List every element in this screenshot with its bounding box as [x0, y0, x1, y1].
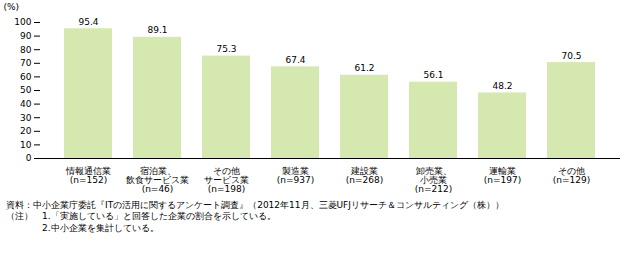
- svg-text:製造業(n=937): 製造業(n=937): [277, 166, 314, 185]
- svg-text:0: 0: [26, 153, 32, 163]
- svg-text:80: 80: [20, 45, 32, 55]
- svg-text:100: 100: [14, 17, 31, 27]
- svg-text:40: 40: [20, 99, 32, 109]
- svg-text:宿泊業、飲食サービス業(n=46): 宿泊業、飲食サービス業(n=46): [126, 166, 189, 194]
- svg-text:その他サービス業(n=198): その他サービス業(n=198): [204, 166, 249, 194]
- svg-text:67.4: 67.4: [285, 55, 305, 65]
- html-text:2.中小企業を集計している。: 2.中小企業を集計している。: [6, 222, 159, 233]
- svg-text:48.2: 48.2: [492, 81, 512, 91]
- svg-text:50: 50: [20, 85, 32, 95]
- svg-text:その他(n=129): その他(n=129): [553, 166, 590, 185]
- svg-text:運輸業(n=197): 運輸業(n=197): [484, 166, 521, 185]
- svg-text:情報通信業(n=152): 情報通信業(n=152): [65, 166, 111, 185]
- svg-text:20: 20: [20, 126, 32, 136]
- html-text:（注） 1.「実施している」と回答した企業の割合を示している: （注） 1.「実施している」と回答した企業の割合を示している。: [6, 211, 276, 222]
- svg-text:70: 70: [20, 58, 32, 68]
- svg-text:10: 10: [20, 140, 32, 150]
- svg-text:70.5: 70.5: [561, 51, 581, 61]
- svg-text:卸売業、小売業(n=212): 卸売業、小売業(n=212): [415, 166, 452, 194]
- svg-text:61.2: 61.2: [354, 63, 374, 73]
- svg-text:56.1: 56.1: [423, 70, 443, 80]
- svg-text:95.4: 95.4: [78, 17, 98, 27]
- svg-text:建設業(n=268): 建設業(n=268): [346, 166, 383, 185]
- html-text:資料：中小企業庁委託『ITの活用に関するアンケート調査』（2: 資料：中小企業庁委託『ITの活用に関するアンケート調査』（2012年11月、三菱…: [6, 200, 504, 210]
- svg-text:89.1: 89.1: [147, 25, 167, 35]
- svg-text:60: 60: [20, 72, 32, 82]
- svg-text:90: 90: [20, 31, 32, 41]
- svg-text:30: 30: [20, 113, 32, 123]
- svg-text:75.3: 75.3: [216, 44, 236, 54]
- svg-text:(%): (%): [4, 2, 20, 12]
